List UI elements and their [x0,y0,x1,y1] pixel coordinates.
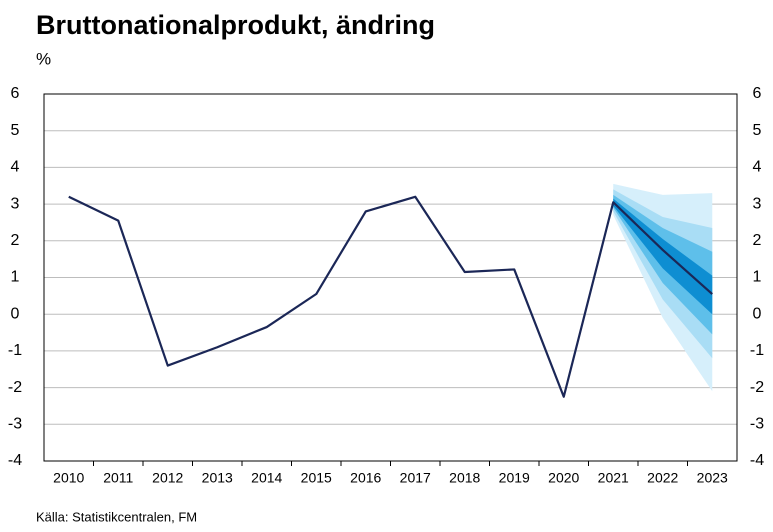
y-tick-label: 1 [11,269,20,286]
y2-tick-label: 1 [753,269,762,286]
x-tick-label: 2010 [53,470,84,486]
x-tick-label: 2023 [697,470,728,486]
x-tick-label: 2015 [301,470,332,486]
line [68,195,713,398]
y-tick-label: -1 [8,342,22,359]
y2-tick-label: 0 [753,305,762,322]
y2-tick-label: 3 [753,195,762,212]
x-tick-label: 2012 [152,470,183,486]
x-tick-label: 2011 [103,470,133,486]
y-tick-label: 4 [11,159,20,176]
x-tick-label: 2016 [350,470,381,486]
y2-tick-label: -2 [750,379,764,396]
y2-tick-label: -4 [750,452,764,469]
y2-tick-label: 6 [753,85,762,102]
y2-tick-label: -3 [750,416,764,433]
y2-tick-label: 5 [753,122,762,139]
x-tick-label: 2014 [251,470,282,486]
x-tick-label: 2022 [647,470,678,486]
y-tick-label: 5 [11,122,20,139]
y2-tick-label: 2 [753,232,762,249]
x-tick-label: 2017 [400,470,431,486]
x-tick-label: 2018 [449,470,480,486]
y-axis-label: % [36,49,51,68]
y-tick-label: 3 [11,195,20,212]
y-tick-label: 6 [11,85,20,102]
y2-tick-label: 4 [753,159,762,176]
y-tick-label: 0 [11,305,20,322]
x-tick-label: 2019 [499,470,530,486]
y-tick-label: -4 [8,452,22,469]
x-tick-label: 2021 [598,470,629,486]
x-tick-label: 2020 [548,470,579,486]
y-tick-label: -2 [8,379,22,396]
chart-title: Bruttonationalprodukt, ändring [36,10,435,40]
x-tick-label: 2013 [202,470,233,486]
source: Källa: Statistikcentralen, FM [36,509,197,524]
y-tick-label: -3 [8,416,22,433]
y-tick-label: 2 [11,232,20,249]
y2-tick-label: -1 [750,342,764,359]
